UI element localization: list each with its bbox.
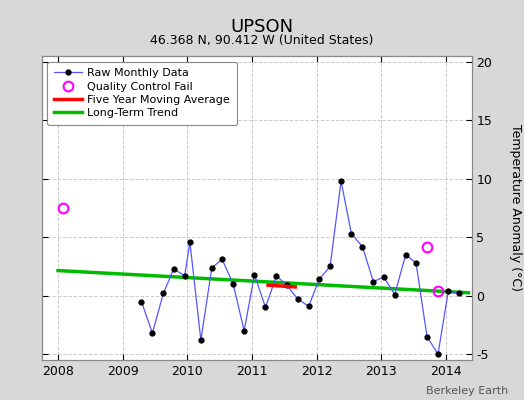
Raw Monthly Data [338,179,344,184]
Raw Monthly Data [219,257,225,262]
Raw Monthly Data [198,338,204,342]
Raw Monthly Data [274,274,280,278]
Raw Monthly Data [370,279,377,284]
Quality Control Fail [60,206,67,210]
Text: UPSON: UPSON [231,18,293,36]
Raw Monthly Data [182,274,188,278]
Legend: Raw Monthly Data, Quality Control Fail, Five Year Moving Average, Long-Term Tren: Raw Monthly Data, Quality Control Fail, … [48,62,237,125]
Raw Monthly Data [294,297,301,302]
Five Year Moving Average [265,283,271,288]
Raw Monthly Data [171,266,177,271]
Raw Monthly Data [435,352,441,356]
Text: Berkeley Earth: Berkeley Earth [426,386,508,396]
Raw Monthly Data [391,292,398,297]
Line: Quality Control Fail: Quality Control Fail [58,203,443,296]
Raw Monthly Data [252,272,258,277]
Raw Monthly Data [380,274,387,279]
Raw Monthly Data [316,277,322,282]
Raw Monthly Data [445,289,452,294]
Text: 46.368 N, 90.412 W (United States): 46.368 N, 90.412 W (United States) [150,34,374,47]
Line: Raw Monthly Data: Raw Monthly Data [139,179,462,356]
Raw Monthly Data [402,252,409,257]
Raw Monthly Data [348,231,355,236]
Raw Monthly Data [160,291,167,296]
Line: Five Year Moving Average: Five Year Moving Average [268,285,295,287]
Raw Monthly Data [138,299,145,304]
Raw Monthly Data [359,244,366,249]
Raw Monthly Data [209,265,215,270]
Raw Monthly Data [413,260,419,265]
Raw Monthly Data [149,331,156,336]
Raw Monthly Data [187,240,193,244]
Quality Control Fail [424,244,430,249]
Y-axis label: Temperature Anomaly (°C): Temperature Anomaly (°C) [509,124,522,292]
Raw Monthly Data [305,304,312,309]
Raw Monthly Data [241,328,247,333]
Raw Monthly Data [230,282,236,286]
Raw Monthly Data [263,305,269,310]
Raw Monthly Data [424,334,430,339]
Raw Monthly Data [456,291,463,296]
Raw Monthly Data [327,264,333,269]
Raw Monthly Data [283,283,290,288]
Quality Control Fail [435,289,441,294]
Five Year Moving Average [292,284,298,289]
